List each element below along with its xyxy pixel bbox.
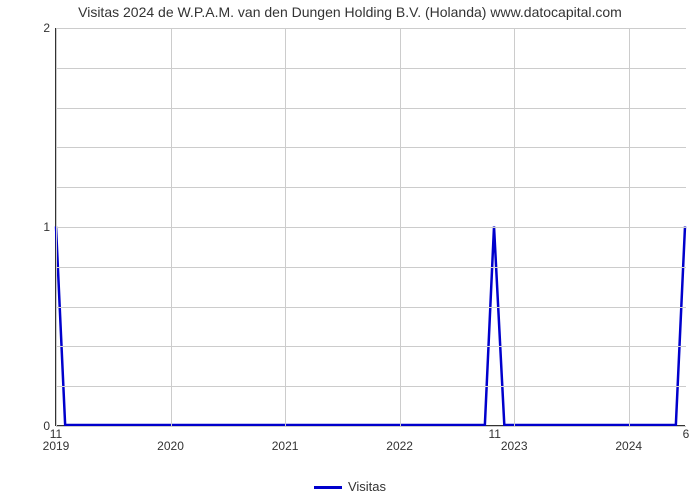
y-tick-label: 2 xyxy=(43,21,56,35)
gridline-x xyxy=(400,28,401,426)
gridline-y xyxy=(56,68,686,69)
x-tick-label: 2022 xyxy=(386,425,413,453)
data-point-label: 11 xyxy=(488,425,500,441)
gridline-y xyxy=(56,386,686,387)
gridline-y xyxy=(56,426,686,427)
gridline-x xyxy=(56,28,57,426)
gridline-y xyxy=(56,28,686,29)
x-tick-label: 2024 xyxy=(615,425,642,453)
x-tick-label: 2023 xyxy=(501,425,528,453)
legend-swatch xyxy=(314,486,342,489)
chart-title: Visitas 2024 de W.P.A.M. van den Dungen … xyxy=(0,4,700,20)
gridline-x xyxy=(171,28,172,426)
plot-area: 01220192020202120222023202411116 xyxy=(55,28,685,426)
data-point-label: 11 xyxy=(50,425,62,441)
gridline-y xyxy=(56,307,686,308)
x-tick-label: 2020 xyxy=(157,425,184,453)
gridline-y xyxy=(56,346,686,347)
x-tick-label: 2021 xyxy=(272,425,299,453)
legend: Visitas xyxy=(0,479,700,494)
gridline-y xyxy=(56,108,686,109)
gridline-y xyxy=(56,147,686,148)
chart-container: Visitas 2024 de W.P.A.M. van den Dungen … xyxy=(0,0,700,500)
gridline-y xyxy=(56,187,686,188)
gridline-y xyxy=(56,267,686,268)
gridline-x xyxy=(285,28,286,426)
gridline-x xyxy=(514,28,515,426)
legend-label: Visitas xyxy=(348,479,386,494)
gridline-x xyxy=(629,28,630,426)
gridline-y xyxy=(56,227,686,228)
y-tick-label: 1 xyxy=(43,220,56,234)
data-point-label: 6 xyxy=(683,425,690,441)
